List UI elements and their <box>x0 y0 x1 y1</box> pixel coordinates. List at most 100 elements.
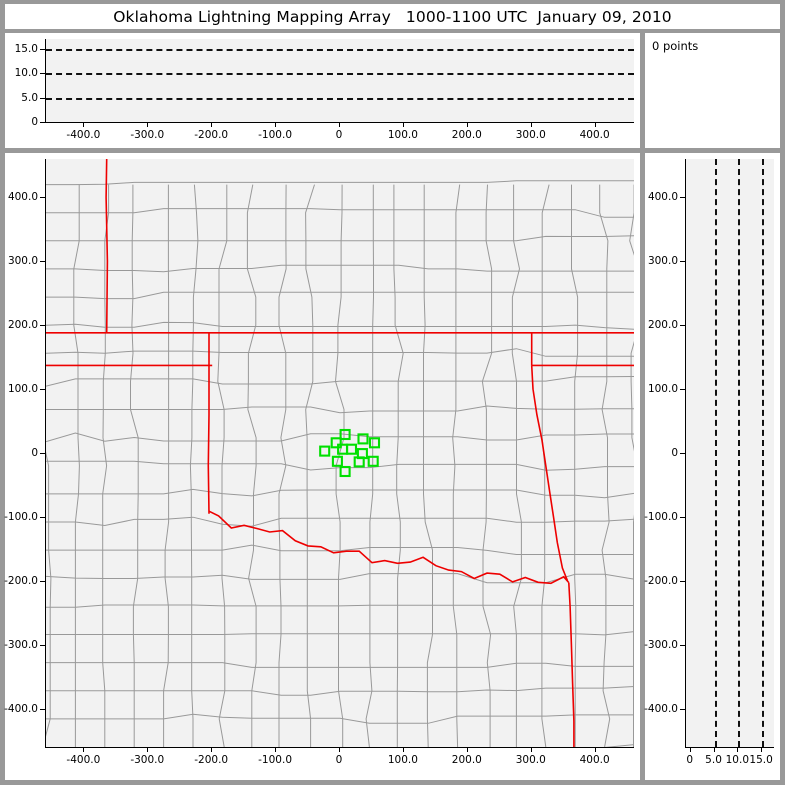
y-tick <box>40 516 45 518</box>
y-tick <box>40 325 45 327</box>
y-tick <box>40 644 45 646</box>
y-tick-label: 100.0 <box>7 383 38 396</box>
y-tick-label: 10.0 <box>14 67 38 80</box>
title-bar: Oklahoma Lightning Mapping Array 1000-11… <box>5 4 780 29</box>
y-tick-label: 200.0 <box>647 319 678 332</box>
y-tick <box>680 644 685 646</box>
x-tick <box>402 122 404 127</box>
x-tick <box>211 122 213 127</box>
y-tick-label: 300.0 <box>647 255 678 268</box>
state-line-east <box>530 365 569 582</box>
x-tick-label: 300.0 <box>515 754 546 766</box>
x-tick-label: 10.0 <box>725 754 750 766</box>
x-tick-label: 300.0 <box>515 129 546 141</box>
lma-station-marker[interactable] <box>367 455 379 467</box>
x-tick-label: -400.0 <box>66 754 101 766</box>
x-tick <box>211 747 213 752</box>
x-tick <box>339 122 340 127</box>
y-tick <box>680 389 685 391</box>
y-tick-label: 0 <box>31 447 38 459</box>
x-tick <box>761 747 763 752</box>
lma-station-marker[interactable] <box>345 443 358 455</box>
x-tick-label: 100.0 <box>387 129 418 141</box>
x-tick <box>530 122 532 127</box>
time-height-plot-area[interactable] <box>45 39 634 123</box>
x-tick-label: 200.0 <box>451 754 482 766</box>
lma-station-marker[interactable] <box>339 465 351 478</box>
x-tick <box>83 122 85 127</box>
x-tick <box>402 747 404 752</box>
lma-station-marker[interactable] <box>319 445 331 457</box>
x-tick-label: -300.0 <box>130 754 165 766</box>
y-tick <box>40 389 45 391</box>
y-tick-label: 400.0 <box>7 191 38 204</box>
x-tick <box>689 747 691 752</box>
lma-station-marker[interactable] <box>357 433 369 445</box>
y-tick <box>680 453 685 454</box>
x-tick <box>147 747 149 752</box>
lma-station-marker[interactable] <box>368 437 381 449</box>
x-tick-label: 200.0 <box>451 129 482 141</box>
x-tick-label: 400.0 <box>579 754 610 766</box>
x-tick-label: -100.0 <box>258 754 293 766</box>
x-tick-label: -200.0 <box>194 754 229 766</box>
time-height-panel[interactable]: -400.0 -300.0 -200.0 -100.0 0 100.0 200.0 300.0… <box>5 33 640 148</box>
gridline-vertical <box>762 159 765 747</box>
y-tick-label: -400.0 <box>4 702 38 715</box>
state-line-northwest-vertical <box>105 159 109 333</box>
y-tick-label: -100.0 <box>644 510 678 523</box>
lma-station-marker[interactable] <box>330 437 342 449</box>
y-tick <box>680 261 685 263</box>
height-histogram-panel[interactable]: 0 5.0 10.0 15.0 -400.0 -300.0 -200.0 -100.0 0 100… <box>644 153 780 780</box>
map-plot-area[interactable] <box>45 159 634 748</box>
x-tick <box>594 122 596 127</box>
y-tick <box>680 708 685 710</box>
plan-view-map-panel[interactable]: -400.0 -300.0 -200.0 -100.0 0 100.0 200.0 300.0… <box>4 153 640 780</box>
gridline-vertical <box>714 159 717 747</box>
state-line-southeast <box>568 582 575 747</box>
x-tick <box>339 747 340 752</box>
y-tick <box>680 580 685 582</box>
y-tick-label: -200.0 <box>4 574 38 587</box>
y-tick <box>40 453 45 454</box>
y-tick <box>680 197 685 199</box>
y-tick-label: 0 <box>31 116 38 128</box>
y-tick-label: 0 <box>671 447 678 459</box>
map-vector-layer <box>46 159 634 747</box>
gridline-horizontal <box>46 48 634 51</box>
gridline-horizontal <box>46 97 634 100</box>
lma-station-marker[interactable] <box>353 456 365 468</box>
x-tick-label: 15.0 <box>749 754 773 766</box>
y-tick-label: 15.0 <box>14 42 38 55</box>
x-tick <box>737 747 739 752</box>
y-tick <box>680 516 685 518</box>
x-tick <box>466 122 468 127</box>
y-tick <box>40 73 45 75</box>
gridline-vertical <box>738 159 741 747</box>
lma-station-marker[interactable] <box>331 455 343 467</box>
points-info-panel: 0 points <box>645 33 780 148</box>
y-tick <box>40 122 45 123</box>
y-tick-label: -300.0 <box>4 638 38 651</box>
y-tick <box>40 261 45 263</box>
state-line-panhandle-west <box>207 332 210 514</box>
x-tick-label: 0 <box>686 754 694 766</box>
x-tick <box>275 122 277 127</box>
x-tick <box>713 747 715 752</box>
x-tick-label: 100.0 <box>387 754 418 766</box>
x-tick <box>275 747 277 752</box>
page-title: Oklahoma Lightning Mapping Array 1000-11… <box>113 7 672 26</box>
y-tick-label: 200.0 <box>7 319 38 332</box>
height-histogram-plot-area[interactable] <box>685 159 774 748</box>
x-tick <box>530 747 532 752</box>
x-tick-label: -200.0 <box>194 129 229 141</box>
y-tick <box>40 48 45 50</box>
y-tick-label: -200.0 <box>644 574 678 587</box>
x-tick-label: 5.0 <box>705 754 722 766</box>
y-tick-label: 100.0 <box>647 383 678 396</box>
y-tick <box>40 97 45 99</box>
lma-station-marker[interactable] <box>339 428 351 441</box>
x-tick-label: 400.0 <box>579 129 610 141</box>
gridline-horizontal <box>46 73 634 76</box>
